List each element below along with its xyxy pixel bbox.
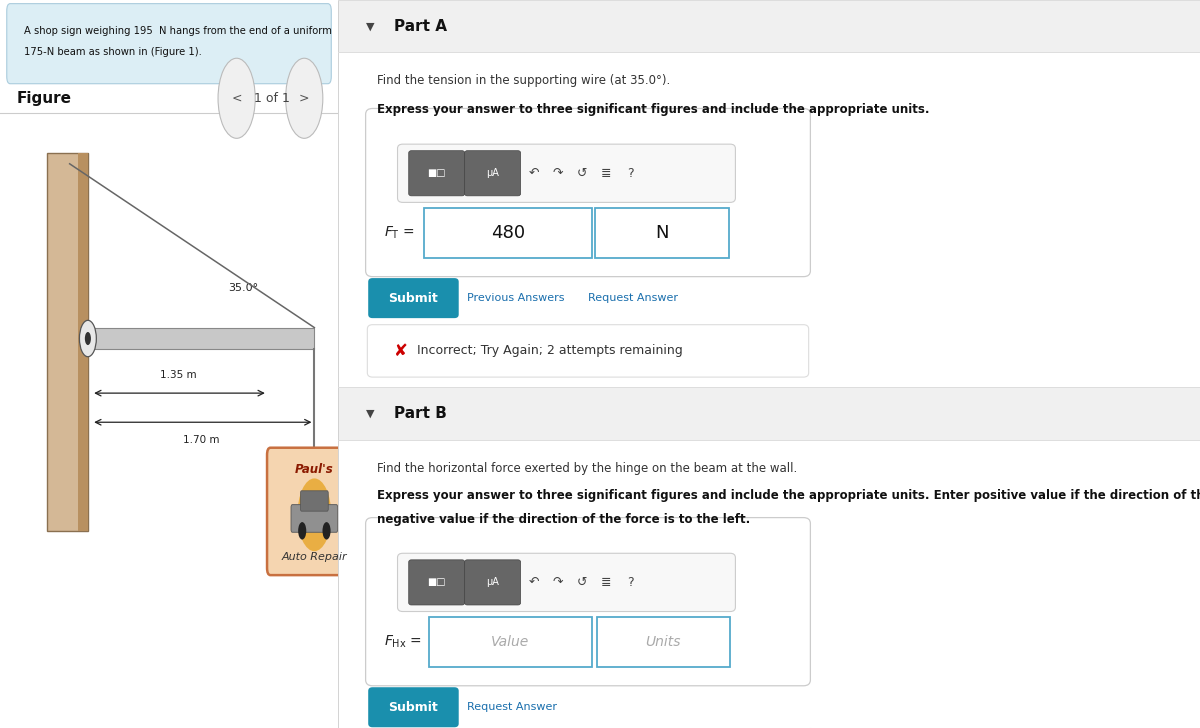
Bar <box>78 153 88 531</box>
Text: Paul's: Paul's <box>295 462 334 475</box>
Circle shape <box>79 320 96 357</box>
Text: ?: ? <box>626 576 634 589</box>
Text: ■□: ■□ <box>427 168 446 178</box>
Text: Part A: Part A <box>394 19 448 33</box>
Text: 1.35 m: 1.35 m <box>160 370 196 380</box>
Circle shape <box>323 522 331 539</box>
Text: Request Answer: Request Answer <box>588 293 678 303</box>
Text: >: > <box>299 92 310 105</box>
Text: Part B: Part B <box>394 406 446 421</box>
Bar <box>338 387 1200 440</box>
FancyBboxPatch shape <box>366 108 810 277</box>
Text: Previous Answers: Previous Answers <box>467 293 565 303</box>
Text: ↶: ↶ <box>528 576 539 589</box>
Bar <box>595 208 728 258</box>
Circle shape <box>298 522 306 539</box>
Text: Value: Value <box>491 635 529 649</box>
Text: ↺: ↺ <box>576 576 587 589</box>
Bar <box>425 208 593 258</box>
Text: 35.0°: 35.0° <box>228 283 258 293</box>
Text: ✘: ✘ <box>394 342 408 360</box>
Text: ↷: ↷ <box>552 167 563 180</box>
Text: $F_{\mathrm{T}}$ =: $F_{\mathrm{T}}$ = <box>384 225 414 241</box>
FancyBboxPatch shape <box>7 4 331 84</box>
Circle shape <box>218 58 256 138</box>
Text: ■□: ■□ <box>427 577 446 587</box>
FancyBboxPatch shape <box>268 448 361 575</box>
Text: 1 of 1: 1 of 1 <box>254 92 290 105</box>
Bar <box>428 617 593 667</box>
Text: Request Answer: Request Answer <box>467 702 557 712</box>
Text: Units: Units <box>646 635 682 649</box>
Text: 175-N beam as shown in (Figure 1).: 175-N beam as shown in (Figure 1). <box>24 47 202 58</box>
FancyBboxPatch shape <box>397 144 736 202</box>
FancyBboxPatch shape <box>292 505 337 532</box>
Text: Figure: Figure <box>17 91 72 106</box>
Text: ↶: ↶ <box>528 167 539 180</box>
Text: Find the tension in the supporting wire (at 35.0°).: Find the tension in the supporting wire … <box>377 74 670 87</box>
FancyBboxPatch shape <box>367 325 809 377</box>
FancyBboxPatch shape <box>368 687 458 727</box>
Text: Find the horizontal force exerted by the hinge on the beam at the wall.: Find the horizontal force exerted by the… <box>377 462 797 475</box>
FancyBboxPatch shape <box>366 518 810 686</box>
FancyBboxPatch shape <box>409 560 464 605</box>
FancyBboxPatch shape <box>300 491 329 511</box>
Text: ▼: ▼ <box>366 408 374 419</box>
Text: ↷: ↷ <box>552 576 563 589</box>
Bar <box>338 0 1200 52</box>
Bar <box>86 328 314 349</box>
Text: Submit: Submit <box>389 292 438 304</box>
Bar <box>47 153 88 531</box>
Text: ?: ? <box>626 167 634 180</box>
Text: Submit: Submit <box>389 701 438 713</box>
Text: ▼: ▼ <box>366 21 374 31</box>
FancyBboxPatch shape <box>368 278 458 318</box>
Text: 1.70 m: 1.70 m <box>182 435 220 446</box>
Circle shape <box>286 58 323 138</box>
Bar <box>596 617 731 667</box>
Text: Auto Repair: Auto Repair <box>282 552 347 562</box>
FancyBboxPatch shape <box>409 151 464 196</box>
Text: 480: 480 <box>491 224 526 242</box>
Text: <: < <box>232 92 242 105</box>
Circle shape <box>298 478 331 551</box>
Text: negative value if the direction of the force is to the left.: negative value if the direction of the f… <box>377 513 750 526</box>
FancyBboxPatch shape <box>464 560 521 605</box>
Text: ↺: ↺ <box>576 167 587 180</box>
Text: Express your answer to three significant figures and include the appropriate uni: Express your answer to three significant… <box>377 103 929 116</box>
Text: ≣: ≣ <box>601 576 611 589</box>
Text: N: N <box>655 224 668 242</box>
FancyBboxPatch shape <box>464 151 521 196</box>
Text: Incorrect; Try Again; 2 attempts remaining: Incorrect; Try Again; 2 attempts remaini… <box>418 344 683 357</box>
Circle shape <box>85 332 91 345</box>
Text: μA: μA <box>486 577 499 587</box>
Text: A shop sign weighing 195  N hangs from the end of a uniform: A shop sign weighing 195 N hangs from th… <box>24 25 331 36</box>
Text: μA: μA <box>486 168 499 178</box>
Text: $F_{\mathrm{Hx}}$ =: $F_{\mathrm{Hx}}$ = <box>384 634 421 650</box>
Text: ≣: ≣ <box>601 167 611 180</box>
FancyBboxPatch shape <box>397 553 736 612</box>
Text: Express your answer to three significant figures and include the appropriate uni: Express your answer to three significant… <box>377 489 1200 502</box>
